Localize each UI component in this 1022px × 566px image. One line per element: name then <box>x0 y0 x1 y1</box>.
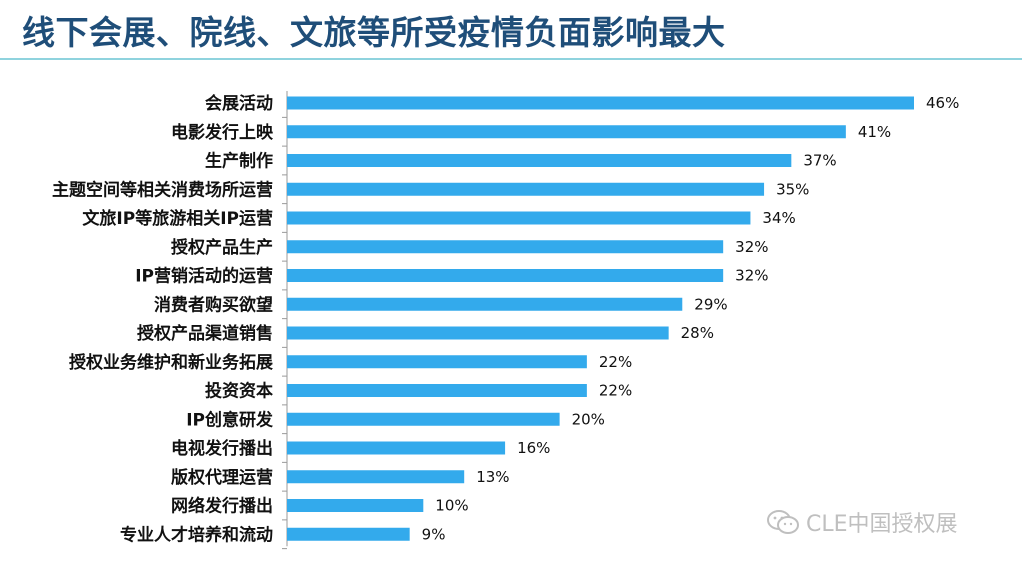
category-label: 电视发行播出 <box>171 438 273 459</box>
data-label: 9% <box>422 525 446 543</box>
bar <box>287 96 914 110</box>
category-label: 电影发行上映 <box>171 122 274 143</box>
title-divider <box>0 58 1022 60</box>
bar <box>287 499 424 512</box>
chart-title: 线下会展、院线、文旅等所受疫情负面影响最大 <box>22 13 726 52</box>
bar <box>287 182 765 196</box>
category-label: 授权产品渠道销售 <box>137 323 273 344</box>
data-label: 32% <box>735 267 768 285</box>
category-label: 投资资本 <box>205 381 273 402</box>
bar <box>287 412 560 426</box>
data-label: 10% <box>435 497 468 515</box>
bar <box>287 441 506 455</box>
data-label: 41% <box>858 123 891 141</box>
data-label: 28% <box>681 324 714 342</box>
wechat-icon <box>767 510 799 534</box>
category-label: 授权业务维护和新业务拓展 <box>69 352 273 373</box>
category-label: 生产制作 <box>205 151 273 172</box>
data-label: 35% <box>776 180 809 198</box>
data-label: 22% <box>599 382 632 400</box>
bar <box>287 326 669 340</box>
bar <box>287 297 683 311</box>
watermark-text: CLE中国授权展 <box>806 512 958 537</box>
category-label: 网络发行播出 <box>171 496 273 517</box>
category-label: 专业人才培养和流动 <box>120 524 273 545</box>
category-label: 授权产品生产 <box>171 237 273 258</box>
bar <box>287 269 724 282</box>
category-label: IP营销活动的运营 <box>135 266 273 287</box>
category-label: 主题空间等相关消费场所运营 <box>52 179 273 200</box>
bar <box>287 384 587 397</box>
watermark: CLE中国授权展 <box>766 506 958 538</box>
category-label: 文旅IP等旅游相关IP运营 <box>82 208 273 229</box>
category-label: 会展活动 <box>205 93 273 114</box>
data-label: 34% <box>762 209 795 227</box>
bar <box>287 470 465 484</box>
bar <box>287 154 792 167</box>
data-label: 20% <box>572 410 605 428</box>
category-label: IP创意研发 <box>186 409 274 430</box>
data-label: 16% <box>517 439 550 457</box>
data-label: 32% <box>735 238 768 256</box>
data-label: 13% <box>476 468 509 486</box>
category-label: 消费者购买欲望 <box>154 294 273 315</box>
bar <box>287 125 846 139</box>
bar <box>287 211 751 225</box>
data-label: 22% <box>599 353 632 371</box>
bar <box>287 355 587 369</box>
data-label: 29% <box>694 295 727 313</box>
bar <box>287 240 724 254</box>
data-label: 46% <box>926 94 959 112</box>
bar <box>287 527 410 541</box>
data-label: 37% <box>803 152 836 170</box>
category-label: 版权代理运营 <box>171 467 273 488</box>
